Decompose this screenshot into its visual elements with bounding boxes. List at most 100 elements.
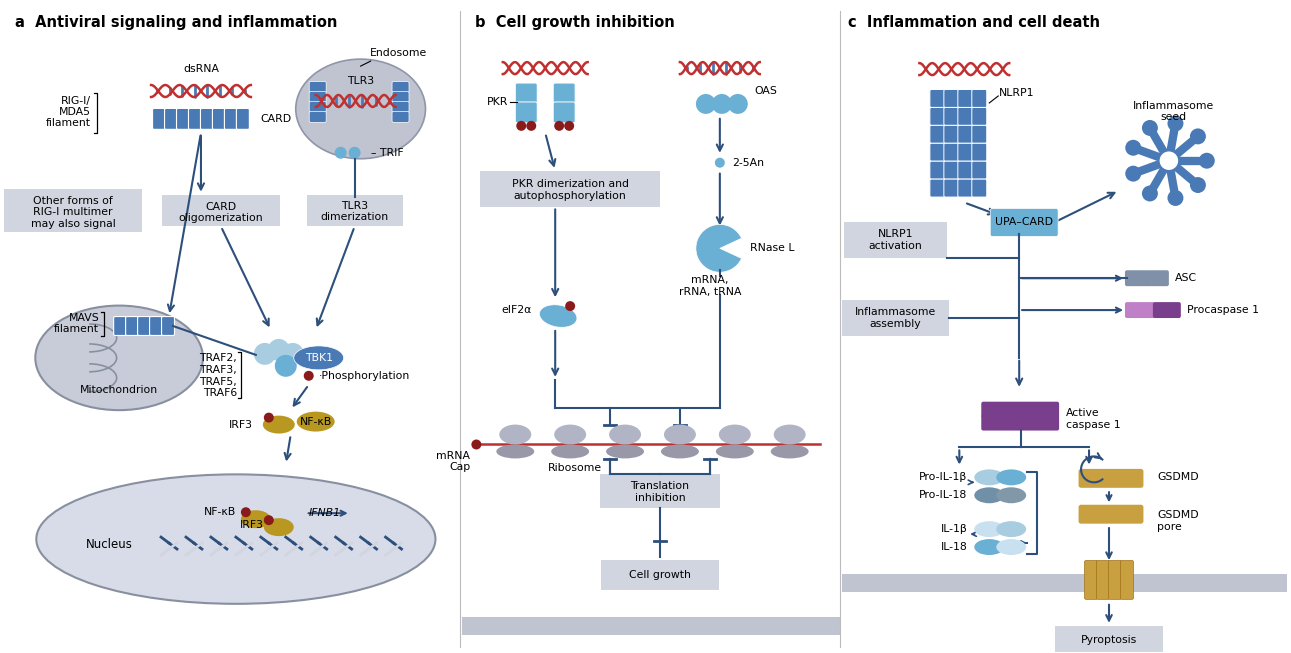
FancyBboxPatch shape [990, 208, 1059, 236]
Text: mRNA: mRNA [436, 451, 470, 462]
Text: IL-18: IL-18 [941, 542, 967, 552]
Text: GSDMD: GSDMD [1157, 472, 1198, 483]
Text: Inflammasome: Inflammasome [855, 307, 936, 317]
Circle shape [267, 339, 289, 361]
FancyBboxPatch shape [981, 415, 1059, 430]
Circle shape [254, 343, 276, 365]
FancyBboxPatch shape [958, 179, 973, 197]
Circle shape [554, 121, 564, 131]
Circle shape [527, 121, 536, 131]
Ellipse shape [975, 539, 1004, 555]
FancyBboxPatch shape [392, 112, 409, 122]
Ellipse shape [540, 305, 577, 327]
Text: a  Antiviral signaling and inflammation: a Antiviral signaling and inflammation [15, 15, 338, 30]
FancyBboxPatch shape [150, 317, 163, 336]
Text: IL-1β: IL-1β [941, 524, 967, 534]
FancyBboxPatch shape [213, 108, 226, 129]
Bar [842, 574, 1287, 592]
FancyBboxPatch shape [930, 143, 945, 161]
FancyBboxPatch shape [958, 143, 973, 161]
FancyBboxPatch shape [114, 317, 127, 336]
Ellipse shape [664, 424, 696, 445]
Text: RIG-I/: RIG-I/ [61, 96, 92, 106]
Wedge shape [696, 225, 741, 272]
Text: CARD: CARD [205, 202, 236, 212]
FancyBboxPatch shape [1121, 560, 1133, 599]
Circle shape [1143, 120, 1158, 136]
Circle shape [241, 507, 250, 517]
FancyBboxPatch shape [1124, 270, 1153, 286]
FancyBboxPatch shape [972, 108, 986, 125]
Text: Pro-IL-1β: Pro-IL-1β [919, 472, 967, 483]
Text: Mitochondrion: Mitochondrion [80, 385, 159, 394]
Text: TRAF6: TRAF6 [203, 388, 236, 398]
Text: autophosphorylation: autophosphorylation [514, 191, 626, 200]
Text: MAVS: MAVS [68, 313, 99, 323]
Circle shape [1159, 151, 1179, 170]
Ellipse shape [609, 424, 642, 445]
Ellipse shape [997, 539, 1026, 555]
Ellipse shape [715, 445, 754, 458]
Text: 2-5An: 2-5An [732, 158, 764, 168]
Ellipse shape [997, 470, 1026, 485]
Ellipse shape [975, 470, 1004, 485]
FancyBboxPatch shape [152, 108, 165, 129]
Text: TRAF3,: TRAF3, [199, 365, 236, 375]
Bar [4, 189, 142, 232]
Circle shape [263, 413, 274, 422]
Ellipse shape [263, 518, 294, 536]
Ellipse shape [975, 521, 1004, 537]
Circle shape [303, 371, 314, 381]
Circle shape [1126, 140, 1141, 155]
Text: Nucleus: Nucleus [85, 537, 133, 550]
Bar [842, 300, 949, 336]
Text: Other forms of: Other forms of [34, 195, 114, 206]
FancyBboxPatch shape [310, 112, 327, 122]
FancyBboxPatch shape [972, 143, 986, 161]
Ellipse shape [263, 415, 294, 434]
FancyBboxPatch shape [930, 161, 945, 179]
FancyBboxPatch shape [944, 143, 959, 161]
FancyBboxPatch shape [981, 402, 1059, 418]
Text: filament: filament [54, 324, 99, 334]
Bar [480, 170, 660, 206]
Text: PKR: PKR [487, 97, 509, 107]
Text: rRNA, tRNA: rRNA, tRNA [679, 287, 741, 297]
Text: Cell growth: Cell growth [629, 570, 691, 580]
FancyBboxPatch shape [944, 89, 959, 108]
Text: NLRP1: NLRP1 [878, 229, 913, 240]
Circle shape [711, 94, 732, 114]
Ellipse shape [997, 487, 1026, 503]
Text: oligomerization: oligomerization [178, 214, 263, 223]
Text: – TRIF: – TRIF [371, 148, 403, 158]
Circle shape [564, 121, 574, 131]
FancyBboxPatch shape [930, 89, 945, 108]
Bar [1055, 626, 1163, 653]
Text: seed: seed [1161, 112, 1186, 122]
FancyBboxPatch shape [1096, 560, 1109, 599]
Text: activation: activation [869, 242, 922, 251]
FancyBboxPatch shape [554, 102, 576, 123]
Text: GSDMD: GSDMD [1157, 510, 1198, 520]
FancyBboxPatch shape [930, 108, 945, 125]
Circle shape [275, 355, 297, 377]
FancyBboxPatch shape [1078, 505, 1144, 524]
FancyBboxPatch shape [392, 101, 409, 112]
Text: IRF3: IRF3 [240, 520, 263, 530]
Bar [163, 195, 280, 227]
Text: IFNB1: IFNB1 [309, 508, 341, 518]
Ellipse shape [773, 424, 806, 445]
FancyBboxPatch shape [958, 161, 973, 179]
Ellipse shape [500, 424, 531, 445]
Text: NLRP1: NLRP1 [999, 88, 1035, 98]
Text: dsRNA: dsRNA [183, 64, 219, 74]
FancyBboxPatch shape [310, 82, 327, 93]
Circle shape [263, 515, 274, 525]
Text: assembly: assembly [870, 319, 922, 329]
FancyBboxPatch shape [392, 91, 409, 103]
Text: Cap: Cap [449, 462, 470, 472]
Ellipse shape [296, 59, 426, 159]
Text: Endosome: Endosome [371, 48, 427, 58]
Text: Pro-IL-18: Pro-IL-18 [919, 490, 967, 500]
Text: CARD: CARD [261, 114, 292, 124]
